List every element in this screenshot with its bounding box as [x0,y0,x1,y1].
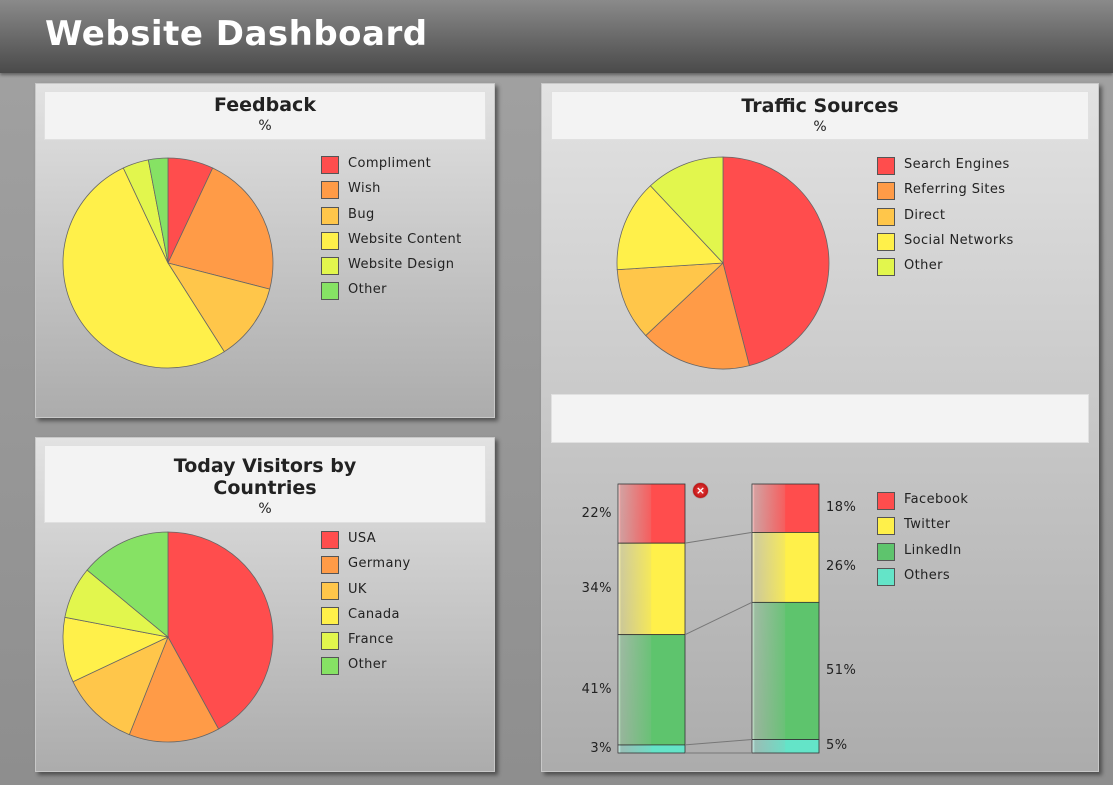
legend-label: Other [348,657,387,673]
traffic-legend: Search Engines Referring Sites Direct Socia… [877,157,1014,283]
traffic-unit: % [813,119,827,135]
legend-swatch [877,157,895,175]
legend-swatch [877,567,895,586]
legend-swatch [877,542,895,561]
legend-label: Facebook [904,492,969,507]
legend-label: Referring Sites [904,182,1006,198]
bar-value-label: 3% [590,740,612,756]
legend-item: Other [321,282,462,307]
bar-value-label: 5% [826,738,848,754]
traffic-title: Traffic Sources [741,95,899,117]
visitors-title-box: Today Visitors by Countries % [44,445,486,523]
legend-item: Bug [321,206,462,232]
visitors-title: Today Visitors by Countries [173,455,357,499]
legend-item: Direct [877,207,1014,233]
legend-label: Website Content [348,231,462,247]
bar-value-label: 51% [826,662,857,678]
legend-swatch [321,556,339,575]
legend-item: Website Content [321,231,462,257]
legend-label: Direct [904,207,946,223]
traffic-title-box: Traffic Sources % [551,91,1089,140]
legend-item: Wish [321,181,462,206]
legend-label: USA [348,531,377,546]
legend-item: Germany [321,556,411,581]
legend-label: Bug [348,206,375,222]
legend-label: Canada [348,606,400,622]
legend-swatch [321,231,339,250]
legend-swatch [877,258,895,277]
legend-label: LinkedIn [904,542,962,558]
legend-swatch [321,657,339,676]
legend-item: Facebook [877,492,968,517]
bar-value-label: 18% [826,500,857,516]
legend-swatch [321,581,339,600]
legend-swatch [877,207,895,226]
social-legend: Facebook Twitter LinkedIn Others [877,492,968,593]
legend-swatch [321,632,339,651]
header-bar: Website Dashboard [0,0,1113,73]
legend-swatch [321,531,339,549]
legend-item: Compliment [321,156,462,181]
visitors-unit: % [258,501,272,517]
feedback-unit: % [258,118,272,134]
legend-label: UK [348,581,367,597]
legend-item: France [321,632,411,657]
legend-label: Website Design [348,257,455,273]
legend-swatch [877,492,895,510]
feedback-legend: Compliment Wish Bug Website Content Website … [321,156,462,308]
legend-swatch [321,282,339,301]
legend-item: Others [877,567,968,593]
legend-item: Social Networks [877,232,1014,258]
legend-label: Wish [348,181,381,197]
bar-value-label: 34% [581,580,612,596]
feedback-title-box: Feedback % [44,91,486,140]
legend-swatch [321,606,339,625]
page-title: Website Dashboard [45,14,428,54]
feedback-title: Feedback [214,94,316,116]
legend-item: Referring Sites [877,182,1014,207]
legend-item: UK [321,581,411,607]
legend-item: Other [321,657,411,682]
legend-swatch [321,156,339,174]
legend-label: Others [904,567,951,583]
legend-label: France [348,632,394,648]
legend-swatch [321,181,339,200]
legend-item: Search Engines [877,157,1014,182]
legend-swatch [877,182,895,201]
legend-item: Twitter [877,517,968,542]
legend-swatch [321,257,339,276]
legend-swatch [877,232,895,251]
bar-value-label: 22% [581,505,612,521]
legend-label: Social Networks [904,232,1014,248]
legend-item: Other [877,258,1014,283]
legend-label: Search Engines [904,157,1010,172]
legend-item: USA [321,531,411,556]
close-icon[interactable]: × [693,483,708,498]
legend-label: Other [904,258,943,274]
bar-value-label: 41% [581,681,612,697]
bar-value-label: 26% [826,559,857,575]
legend-swatch [321,206,339,225]
legend-label: Germany [348,556,411,572]
legend-item: Website Design [321,257,462,282]
legend-swatch [877,517,895,536]
social-title-box [551,394,1089,443]
legend-label: Twitter [904,517,951,533]
legend-item: LinkedIn [877,542,968,568]
legend-label: Other [348,282,387,298]
legend-item: Canada [321,606,411,632]
legend-label: Compliment [348,156,432,171]
visitors-legend: USA Germany UK Canada France Other [321,531,411,683]
